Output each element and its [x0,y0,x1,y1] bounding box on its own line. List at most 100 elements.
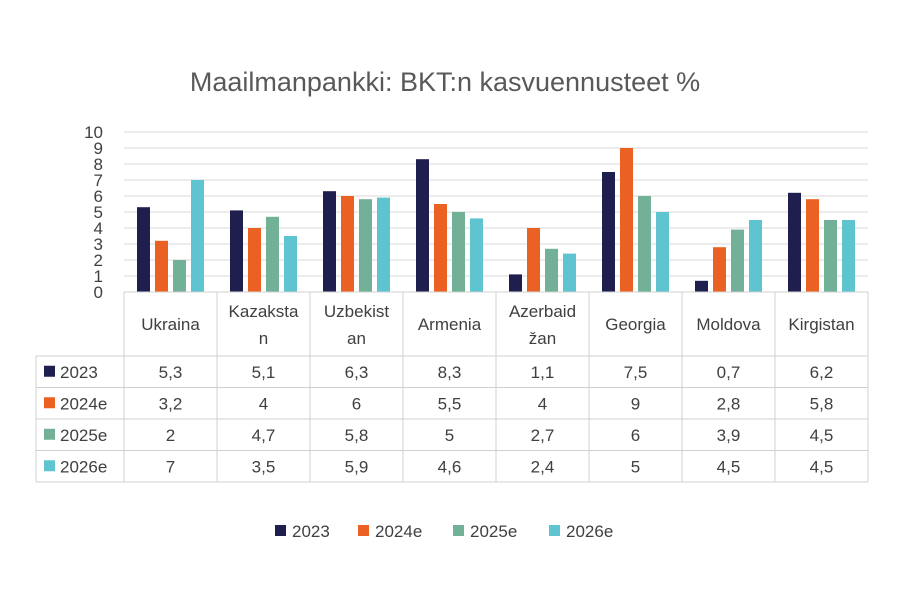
y-tick-label: 7 [94,171,103,190]
category-label: Azerbaid [509,302,576,321]
data-label: 5 [631,457,640,476]
data-label: 7 [166,457,175,476]
table-series-key [44,460,55,472]
legend-label: 2024e [375,522,422,541]
bar [137,207,150,292]
y-tick-label: 4 [94,219,103,238]
data-label: 4,6 [438,457,462,476]
category-label: žan [529,329,556,348]
bar [359,199,372,292]
category-label: Uzbekist [324,302,389,321]
data-label: 3,5 [252,457,276,476]
data-label: 4,5 [717,457,741,476]
data-label: 6,2 [810,363,834,382]
y-tick-label: 2 [94,251,103,270]
bar [842,220,855,292]
data-label: 5,5 [438,394,462,413]
y-tick-label: 1 [94,267,103,286]
bar [620,148,633,292]
category-label: Ukraina [141,315,200,334]
bar [284,236,297,292]
legend: 2023 2024e 2025e 2026e [275,522,613,541]
legend-label: 2023 [292,522,330,541]
data-label: 5,8 [345,426,369,445]
bar [695,280,708,292]
data-label: 3,2 [159,394,183,413]
bar [509,274,522,292]
data-label: 5,8 [810,394,834,413]
bars [137,148,855,292]
data-label: 2,4 [531,457,555,476]
table-series-key [44,428,55,440]
category-label: n [259,329,268,348]
data-label: 2 [166,426,175,445]
data-label: 5 [445,426,454,445]
data-label: 9 [631,394,640,413]
data-label: 4,5 [810,457,834,476]
table-series-name: 2023 [60,363,98,382]
data-label: 1,1 [531,363,555,382]
category-label: Georgia [605,315,666,334]
y-tick-label: 8 [94,155,103,174]
legend-key [275,525,286,536]
table-series-name: 2024e [60,394,107,413]
bar [638,196,651,292]
data-label: 4 [259,394,268,413]
data-label: 8,3 [438,363,462,382]
legend-label: 2026e [566,522,613,541]
data-label: 4,7 [252,426,276,445]
bar [527,228,540,292]
bar [266,216,279,292]
bar [248,228,261,292]
legend-key [453,525,464,536]
bar [191,180,204,292]
bar [806,199,819,292]
table-series-name: 2025e [60,426,107,445]
y-tick-label: 6 [94,187,103,206]
data-label: 5,9 [345,457,369,476]
category-label: Armenia [418,315,482,334]
data-label: 4,5 [810,426,834,445]
data-label: 2,7 [531,426,555,445]
table-series-name: 2026e [60,457,107,476]
category-label: Kirgistan [788,315,854,334]
bar [323,191,336,292]
bar [731,229,744,292]
bar [173,260,186,292]
y-tick-label: 5 [94,203,103,222]
chart-title: Maailmanpankki: BKT:n kasvuennusteet % [190,67,700,97]
bar [230,210,243,292]
data-label: 3,9 [717,426,741,445]
data-label: 5,1 [252,363,276,382]
data-label: 6 [631,426,640,445]
category-label: Moldova [696,315,761,334]
legend-key [549,525,560,536]
bar [416,159,429,292]
data-label: 7,5 [624,363,648,382]
bar [656,212,669,292]
bar [434,204,447,292]
data-label: 6 [352,394,361,413]
y-tick-label: 3 [94,235,103,254]
bar [602,172,615,292]
y-tick-label: 0 [94,283,103,302]
data-label: 6,3 [345,363,369,382]
bar [341,196,354,292]
data-label: 4 [538,394,547,413]
bar [452,212,465,292]
data-label: 5,3 [159,363,183,382]
bar [155,240,168,292]
data-label: 2,8 [717,394,741,413]
y-tick-label: 10 [84,123,103,142]
bar [545,248,558,292]
bar [788,192,801,292]
table-series-key [44,365,55,377]
category-label: an [347,329,366,348]
bar [563,253,576,292]
legend-key [358,525,369,536]
bar [377,197,390,292]
y-tick-label: 9 [94,139,103,158]
